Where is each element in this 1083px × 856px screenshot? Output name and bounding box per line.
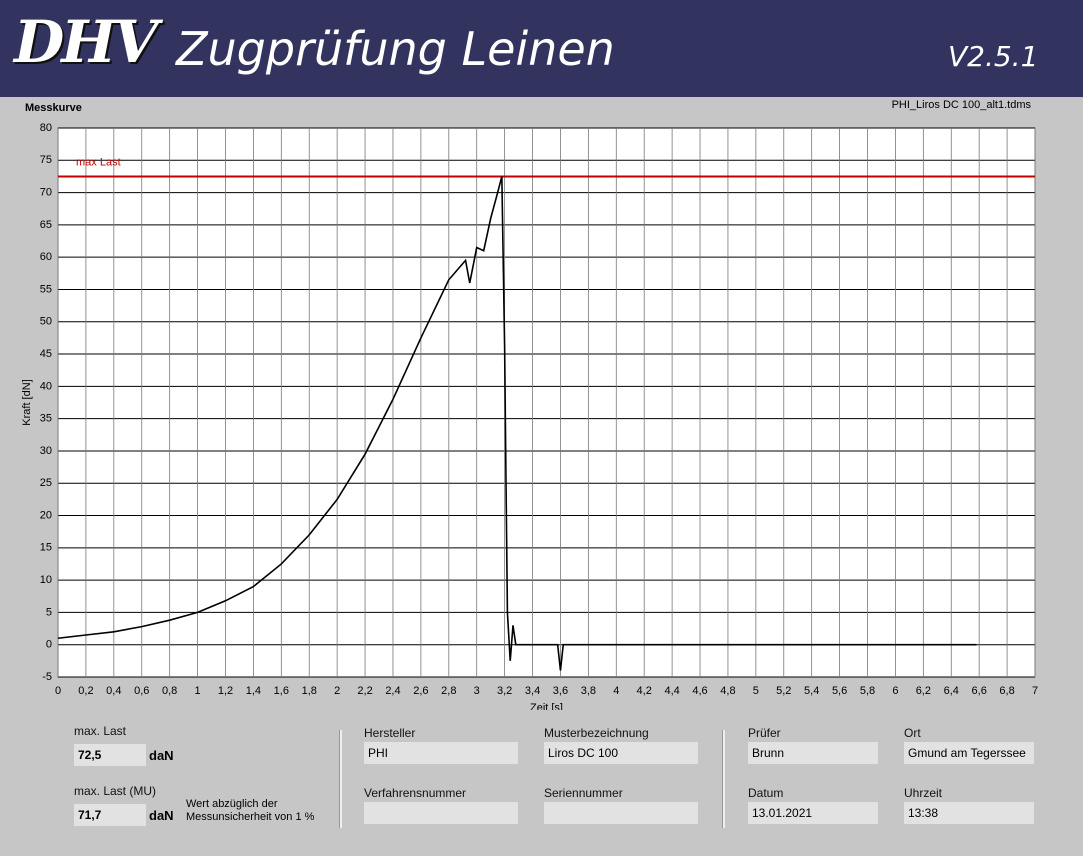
y-tick-label: 10 [40,574,52,586]
result-unit: daN [149,748,174,763]
y-tick-label: 80 [40,122,52,134]
separator [339,730,342,828]
y-tick-label: 0 [46,639,52,651]
result-value: 71,7 [74,804,146,826]
header: DHV Zugprüfung Leinen V2.5.1 [0,0,1083,97]
plot-area [57,127,1036,678]
x-tick-label: 3,6 [553,685,568,697]
separator [722,730,725,828]
x-tick-label: 2,8 [441,685,456,697]
y-axis-label: Kraft [dN] [21,379,33,425]
x-tick-label: 6 [892,685,898,697]
result-note: Messunsicherheit von 1 % [186,811,315,823]
result-value: 72,5 [74,744,146,766]
y-tick-label: 75 [40,154,52,166]
x-tick-label: 6,8 [999,685,1014,697]
x-tick-label: 3 [474,685,480,697]
file-name: PHI_Liros DC 100_alt1.tdms [891,99,1031,111]
logo: DHV [14,8,158,76]
y-tick-label: 25 [40,477,52,489]
version: V2.5.1 [948,40,1039,73]
x-tick-label: 1,2 [218,685,233,697]
x-tick-label: 6,6 [972,685,987,697]
x-tick-label: 4,4 [664,685,679,697]
field-value: Gmund am Tegerssee [904,742,1034,764]
x-tick-label: 4 [613,685,619,697]
panel-label: Messkurve [25,102,82,114]
data-line [57,176,977,671]
x-tick-label: 1,8 [302,685,317,697]
field-value: PHI [364,742,518,764]
field-label: Ort [904,726,921,740]
x-tick-label: 5,6 [832,685,847,697]
field-label: Hersteller [364,726,416,740]
field-value: 13.01.2021 [748,802,878,824]
field-label: Datum [748,786,784,800]
y-tick-label: 30 [40,445,52,457]
y-tick-label: 65 [40,219,52,231]
y-tick-label: 5 [46,606,52,618]
x-axis-label: Zeit [s] [530,702,563,710]
field-value [364,802,518,824]
app-title: Zugprüfung Leinen [176,22,615,76]
x-tick-label: 0,6 [134,685,149,697]
x-tick-label: 1,6 [274,685,289,697]
x-tick-label: 5,2 [776,685,791,697]
x-tick-label: 6,4 [944,685,959,697]
field-value: Liros DC 100 [544,742,698,764]
x-tick-label: 5,4 [804,685,819,697]
x-tick-label: 1 [195,685,201,697]
x-tick-label: 2,6 [413,685,428,697]
x-tick-label: 3,8 [581,685,596,697]
field-label: Seriennummer [544,786,623,800]
y-tick-label: 50 [40,316,52,328]
x-tick-label: 6,2 [916,685,931,697]
y-tick-label: 35 [40,413,52,425]
field-value [544,802,698,824]
x-tick-label: 2,4 [385,685,400,697]
x-tick-label: 0 [55,685,61,697]
reference-label: max Last [76,156,121,168]
x-tick-label: 3,4 [525,685,540,697]
result-label: max. Last (MU) [74,784,157,798]
x-tick-label: 4,6 [692,685,707,697]
result-unit: daN [149,808,174,823]
y-tick-label: 45 [40,348,52,360]
x-tick-label: 3,2 [497,685,512,697]
field-label: Musterbezeichnung [544,726,649,740]
y-tick-label: 70 [40,186,52,198]
x-tick-label: 7 [1032,685,1038,697]
field-label: Uhrzeit [904,786,943,800]
result-label: max. Last [74,724,127,738]
x-tick-label: 0,4 [106,685,121,697]
field-value: 13:38 [904,802,1034,824]
x-tick-label: 2 [334,685,340,697]
x-tick-label: 1,4 [246,685,261,697]
x-tick-label: 2,2 [357,685,372,697]
y-tick-label: 40 [40,380,52,392]
x-tick-label: 5,8 [860,685,875,697]
x-tick-label: 0,8 [162,685,177,697]
y-tick-label: 15 [40,542,52,554]
x-tick-label: 0,2 [78,685,93,697]
field-label: Prüfer [748,726,781,740]
y-tick-label: -5 [42,671,52,683]
y-tick-label: 60 [40,251,52,263]
y-tick-label: 55 [40,283,52,295]
x-tick-label: 4,8 [720,685,735,697]
field-value: Brunn [748,742,878,764]
x-tick-label: 5 [753,685,759,697]
result-note: Wert abzüglich der [186,798,278,810]
field-label: Verfahrensnummer [364,786,467,800]
y-tick-label: 20 [40,509,52,521]
x-tick-label: 4,2 [637,685,652,697]
